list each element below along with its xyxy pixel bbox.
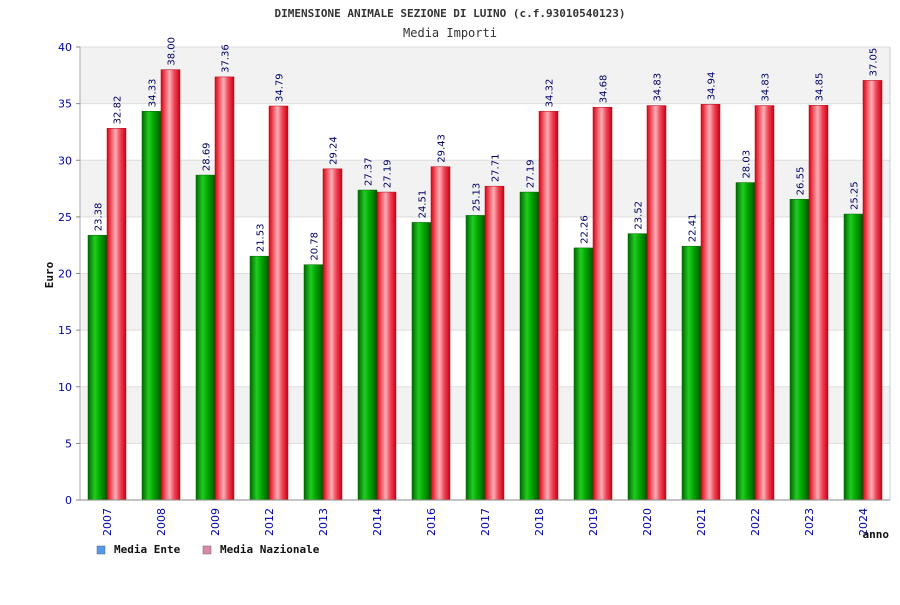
bar-value-label: 27.19 xyxy=(383,159,394,188)
bar-media-nazionale xyxy=(538,111,559,501)
bar-media-nazionale xyxy=(430,166,451,501)
bar-value-label: 27.71 xyxy=(491,154,502,183)
bar-media-nazionale xyxy=(862,80,883,501)
chart-title: DIMENSIONE ANIMALE SEZIONE DI LUINO (c.f… xyxy=(275,7,626,20)
x-tick-label: 2009 xyxy=(209,508,222,536)
bar-media-ente xyxy=(465,215,486,501)
x-tick-label: 2016 xyxy=(425,508,438,536)
bar-media-ente xyxy=(627,233,648,501)
x-tick-label: 2018 xyxy=(533,508,546,536)
bar-value-label: 29.24 xyxy=(329,136,340,165)
bar-value-label: 34.68 xyxy=(599,75,610,104)
bar-value-label: 29.43 xyxy=(437,134,448,163)
bar-value-label: 34.83 xyxy=(653,73,664,102)
y-tick-label: 15 xyxy=(58,324,72,337)
x-tick-label: 2012 xyxy=(263,508,276,536)
bar-media-nazionale xyxy=(376,191,397,501)
bar-media-nazionale xyxy=(268,105,289,501)
bar-media-ente xyxy=(303,264,324,501)
bar-media-ente xyxy=(357,189,378,501)
x-tick-label: 2008 xyxy=(155,508,168,536)
bar-media-nazionale xyxy=(106,128,127,501)
x-tick-label: 2022 xyxy=(749,508,762,536)
bar-media-nazionale xyxy=(700,104,721,501)
chart-subtitle: Media Importi xyxy=(403,26,497,40)
bar-value-label: 25.13 xyxy=(472,183,483,212)
x-tick-label: 2021 xyxy=(695,508,708,536)
y-axis-label: Euro xyxy=(43,261,56,288)
y-tick-label: 25 xyxy=(58,211,72,224)
x-tick-label: 2023 xyxy=(803,508,816,536)
bar-media-nazionale xyxy=(754,105,775,501)
x-tick-label: 2017 xyxy=(479,508,492,536)
y-tick-label: 0 xyxy=(65,494,72,507)
y-tick-label: 35 xyxy=(58,98,72,111)
bar-value-label: 22.26 xyxy=(580,215,591,244)
bar-value-label: 28.69 xyxy=(202,142,213,171)
x-tick-label: 2014 xyxy=(371,508,384,536)
value-labels-group: 23.38 32.82 34.33 38.00 28.69 37.36 21.53 34.79… xyxy=(94,37,880,261)
bar-media-ente xyxy=(519,191,540,501)
bar-value-label: 34.83 xyxy=(761,73,772,102)
x-tick-label: 2013 xyxy=(317,508,330,536)
bar-value-label: 23.52 xyxy=(634,201,645,230)
bar-value-label: 23.38 xyxy=(94,203,105,232)
bar-media-nazionale xyxy=(484,185,505,501)
bar-value-label: 34.85 xyxy=(815,73,826,102)
bar-value-label: 34.33 xyxy=(148,79,159,108)
bar-media-ente xyxy=(87,234,108,501)
y-tick-label: 30 xyxy=(58,154,72,167)
legend-label: Media Nazionale xyxy=(220,543,320,556)
bar-value-label: 34.94 xyxy=(707,72,718,101)
x-tick-label: 2020 xyxy=(641,508,654,536)
bar-media-ente xyxy=(195,174,216,501)
bar-media-ente xyxy=(141,110,162,501)
x-axis: 2007 2008 2009 2012 2013 2014 2016 2017 2018 2019… xyxy=(80,499,890,536)
bar-media-ente xyxy=(681,245,702,501)
bar-media-ente xyxy=(843,213,864,501)
bar-value-label: 24.51 xyxy=(418,190,429,219)
y-tick-label: 10 xyxy=(58,381,72,394)
legend-label: Media Ente xyxy=(114,543,181,556)
bar-value-label: 28.03 xyxy=(742,150,753,179)
bar-media-nazionale xyxy=(646,105,667,501)
x-tick-label: 2019 xyxy=(587,508,600,536)
bar-media-nazionale xyxy=(808,105,829,501)
legend-swatch xyxy=(202,545,212,555)
bar-value-label: 21.53 xyxy=(256,224,267,253)
bar-value-label: 32.82 xyxy=(113,96,124,125)
bar-value-label: 37.05 xyxy=(869,48,880,77)
bar-value-label: 26.55 xyxy=(796,167,807,196)
bar-media-nazionale xyxy=(322,168,343,501)
bar-value-label: 20.78 xyxy=(310,232,321,261)
bar-media-ente xyxy=(249,255,270,501)
y-tick-label: 40 xyxy=(58,41,72,54)
bar-value-label: 25.25 xyxy=(850,181,861,210)
legend-swatch xyxy=(96,545,106,555)
x-axis-label: anno xyxy=(863,528,890,541)
bars-group xyxy=(87,69,883,501)
bar-media-ente xyxy=(789,199,810,501)
x-tick-label: 2007 xyxy=(101,508,114,536)
bar-value-label: 22.41 xyxy=(688,214,699,243)
bar-media-ente xyxy=(411,222,432,501)
bar-value-label: 37.36 xyxy=(221,44,232,73)
y-tick-label: 5 xyxy=(65,437,72,450)
bar-media-nazionale xyxy=(214,76,235,501)
bar-value-label: 34.32 xyxy=(545,79,556,108)
bar-value-label: 27.19 xyxy=(526,159,537,188)
x-tick-label: 2024 xyxy=(857,508,870,536)
bar-media-nazionale xyxy=(160,69,181,501)
bar-value-label: 38.00 xyxy=(167,37,178,66)
y-tick-label: 20 xyxy=(58,268,72,281)
legend: Media Ente Media Nazionale xyxy=(96,543,320,556)
bar-value-label: 27.37 xyxy=(364,157,375,186)
bar-media-ente xyxy=(573,247,594,501)
bar-media-nazionale xyxy=(592,106,613,501)
bar-media-ente xyxy=(735,182,756,501)
y-axis: 0 5 10 15 20 25 30 35 40 xyxy=(58,41,81,507)
bar-value-label: 34.79 xyxy=(275,73,286,102)
